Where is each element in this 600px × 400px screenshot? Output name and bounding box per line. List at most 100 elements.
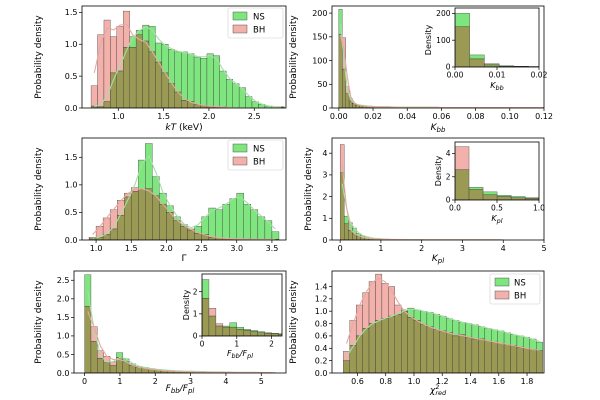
y-tick-label: 0 xyxy=(193,332,198,341)
x-tick-label: 0.00 xyxy=(447,71,464,80)
bar-overlap xyxy=(129,47,137,108)
bar-overlap xyxy=(135,34,143,108)
axes-frame xyxy=(73,270,287,374)
y-tick-label: 3 xyxy=(322,171,327,180)
bar-ns xyxy=(236,192,244,240)
x-tick-label: 4 xyxy=(501,244,506,253)
inset: 0.00 0.01 0.02 0 100 200 xyxy=(436,7,548,80)
bar-overlap xyxy=(491,341,498,373)
y-axis-label: Probability density xyxy=(304,147,314,231)
bar-bh xyxy=(381,283,389,319)
y-tick-label: 0.0 xyxy=(65,236,78,245)
x-tick-label: 1 xyxy=(234,340,239,349)
bar-overlap xyxy=(496,196,512,200)
legend-swatch-bh xyxy=(232,156,248,166)
bar-overlap xyxy=(168,83,175,108)
bar-ns xyxy=(229,322,237,328)
bar-overlap xyxy=(516,346,524,373)
bar-overlap xyxy=(257,332,265,336)
y-axis-label: Probability density xyxy=(34,147,44,231)
inset: 0.0 0.5 1.0 0 2 4 xyxy=(446,141,545,213)
bar-overlap xyxy=(368,323,376,373)
bar-ns xyxy=(455,13,470,27)
bar-overlap xyxy=(407,317,415,373)
x-tick-label: 2.5 xyxy=(195,244,208,253)
bar-overlap xyxy=(152,195,160,240)
legend-label-bh: BH xyxy=(514,292,526,302)
bar-overlap xyxy=(166,212,174,240)
x-axis-label: χ2 red xyxy=(429,383,447,397)
x-tick-label: 5 xyxy=(259,377,264,386)
bar-ns xyxy=(187,53,195,102)
bar-overlap xyxy=(458,334,466,373)
y-tick-label: 200 xyxy=(312,9,327,18)
x-tick-label: 3.0 xyxy=(230,244,243,253)
bar-overlap xyxy=(148,51,156,108)
axes-frame xyxy=(201,273,283,337)
y-tick-label: 1.5 xyxy=(57,313,70,322)
bar-bh xyxy=(355,304,363,337)
bar-overlap xyxy=(426,326,434,373)
bar-overlap xyxy=(208,237,216,240)
y-axis-label: Probability density xyxy=(289,15,299,99)
bar-ns xyxy=(510,334,518,346)
x-tick-label: 0.01 xyxy=(489,71,506,80)
bar-bh xyxy=(90,85,98,107)
bar-overlap xyxy=(145,188,153,240)
x-tick-label: 1.0 xyxy=(112,112,125,121)
inset: 0 1 2 0 1 2 xyxy=(193,273,283,349)
bar-overlap xyxy=(155,61,163,108)
bar-ns xyxy=(471,324,479,340)
bar-overlap xyxy=(401,311,408,373)
bar-ns xyxy=(206,53,214,107)
y-tick-label: 2 xyxy=(322,192,327,201)
kde-bh xyxy=(92,188,276,240)
x-tick-label: 0.02 xyxy=(531,71,548,80)
x-tick-label: 2.0 xyxy=(160,244,173,253)
kde-bh xyxy=(339,35,543,108)
x-tick-label: 0 xyxy=(82,377,87,386)
bar-overlap xyxy=(394,314,402,373)
axes-frame xyxy=(81,137,287,241)
bar-overlap xyxy=(352,103,357,108)
bar-overlap xyxy=(478,338,485,373)
bar-overlap xyxy=(194,233,202,240)
inset-x-label: Fbb/Fpl xyxy=(227,349,253,360)
legend-swatch-bh xyxy=(232,24,248,34)
panel-Kbb: 0.00 0.02 0.04 0.06 0.08 0.10 0.12 0 50 100 150 200… xyxy=(289,5,553,134)
legend-swatch-bh xyxy=(494,290,510,300)
legend-label-ns: NS xyxy=(253,145,265,155)
y-tick-label: 1.0 xyxy=(57,332,70,341)
legend-label-bh: BH xyxy=(253,158,265,168)
bar-ns xyxy=(433,314,440,330)
bar-overlap xyxy=(471,338,479,373)
y-axis-label: Probability density xyxy=(34,280,44,364)
bar-ns xyxy=(116,352,123,358)
bar-overlap xyxy=(452,335,460,373)
bar-overlap xyxy=(381,318,389,373)
x-tick-label: 0.02 xyxy=(364,112,382,121)
x-tick-label: 0.10 xyxy=(501,112,519,121)
axes-frame xyxy=(331,137,545,241)
y-tick-label: 100 xyxy=(436,36,451,45)
bar-overlap xyxy=(236,329,244,336)
y-tick-label: 0 xyxy=(322,104,327,113)
bar-overlap xyxy=(161,72,169,108)
bar-overlap xyxy=(250,331,258,336)
x-axis-label: Γ xyxy=(181,254,186,264)
x-tick-label: 0.06 xyxy=(433,112,451,121)
y-tick-label: 0 xyxy=(446,196,451,205)
bar-overlap xyxy=(529,349,537,373)
panel-ratio: 0 1 2 3 4 5 0.0 0.5 1.0 1.5 2.0 2.5 Probability den… xyxy=(34,270,287,395)
bars xyxy=(455,13,539,67)
bar-overlap xyxy=(138,189,146,240)
bar-overlap xyxy=(109,228,118,240)
y-tick-label: 1.5 xyxy=(65,8,78,17)
bar-ns xyxy=(200,58,208,106)
x-tick-label: 1 xyxy=(378,244,383,253)
bar-bh xyxy=(123,10,130,48)
x-tick-label: 2.0 xyxy=(203,112,216,121)
bar-bh xyxy=(208,308,217,317)
legend-label-ns: NS xyxy=(514,279,526,289)
x-tick-label: 0.08 xyxy=(467,112,485,121)
